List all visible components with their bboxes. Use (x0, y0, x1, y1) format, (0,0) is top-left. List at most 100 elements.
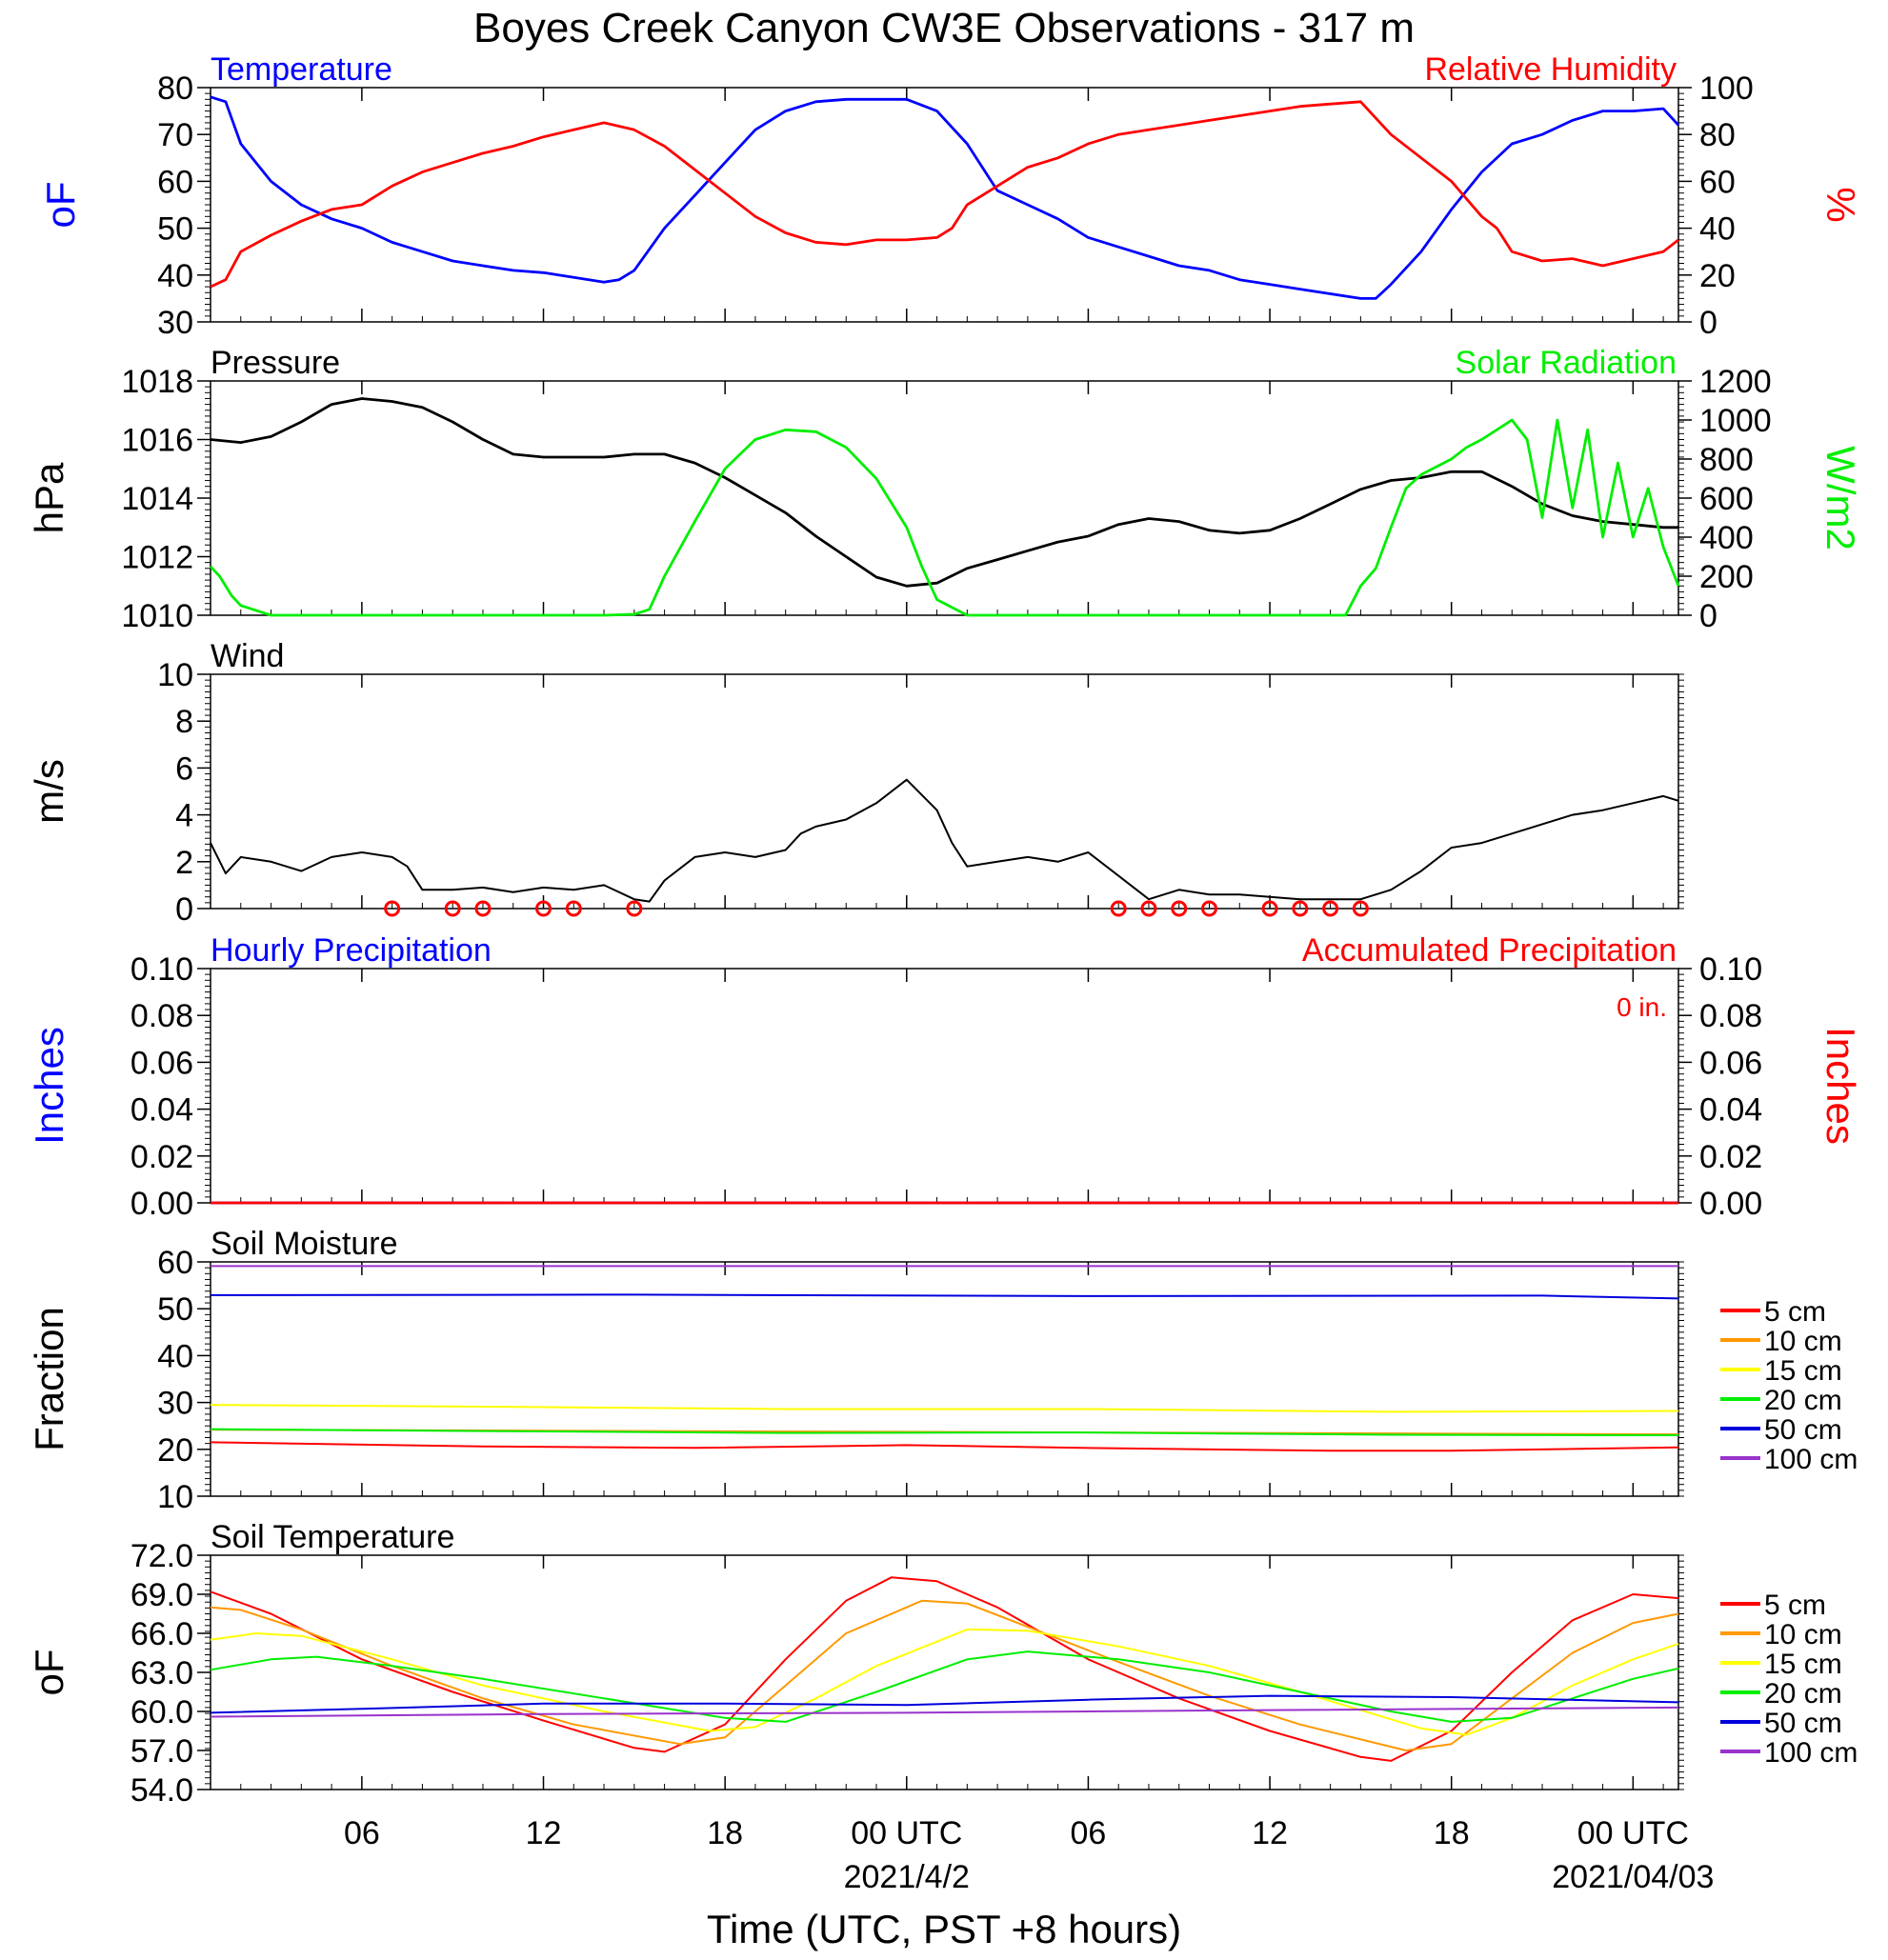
legend-label: 15 cm (1764, 1649, 1842, 1680)
y-tick-label: 1016 (121, 423, 193, 459)
y-tick-label: 66.0 (131, 1616, 193, 1652)
y-tick-label: 54.0 (131, 1772, 193, 1809)
series-line-100-cm (210, 1706, 1679, 1718)
y-tick-label-right: 0 (1699, 305, 1717, 341)
y-unit-left: m/s (27, 759, 71, 824)
y-tick-label-right: 600 (1699, 481, 1754, 517)
plot-frame (210, 1261, 1679, 1497)
y-tick-label-right: 0.10 (1699, 951, 1762, 988)
calm-wind-marker (1352, 900, 1369, 917)
y-tick-label: 20 (157, 1432, 193, 1469)
y-tick-label: 70 (157, 117, 193, 153)
accumulated-total: 0 in. (1617, 992, 1667, 1022)
series-line-15-cm (210, 1404, 1679, 1413)
calm-wind-marker (1110, 900, 1127, 917)
panel-title-left: Wind (211, 638, 284, 674)
y-tick-label: 6 (175, 750, 193, 787)
calm-wind-marker (535, 900, 552, 917)
legend-label: 100 cm (1764, 1737, 1858, 1769)
y-tick-label-right: 80 (1699, 117, 1736, 153)
y-tick-label: 0.10 (131, 951, 193, 988)
y-tick-label-right: 20 (1699, 258, 1736, 294)
y-unit-text: oF (38, 181, 83, 228)
y-unit-text: oF (27, 1649, 71, 1695)
plot-frame (210, 673, 1679, 910)
y-tick-label: 0.04 (131, 1092, 193, 1129)
x-tick-label: 18 (707, 1815, 743, 1851)
y-tick-label-right: 1000 (1699, 403, 1772, 439)
y-tick-label: 0.08 (131, 998, 193, 1034)
legend-label: 10 cm (1764, 1619, 1842, 1650)
panel-title-right: Relative Humidity (1424, 51, 1677, 88)
y-tick-label: 1012 (121, 540, 193, 576)
y-tick-label: 60.0 (131, 1694, 193, 1730)
y-unit-text-right: W/m2 (1818, 446, 1863, 550)
y-tick-label: 2 (175, 845, 193, 881)
series-line-solar-radiation (209, 418, 1680, 617)
series-line-relative-humidity (210, 100, 1679, 289)
panel-temp_rh: 30 40 50 60 70 80 0 20 40 60 80 100 Temperature Relat… (38, 51, 1863, 341)
y-unit-text-right: % (1818, 187, 1863, 222)
series-line-50-cm (210, 1293, 1679, 1300)
panel-title-left: Soil Temperature (211, 1519, 454, 1555)
series-line-5-cm (210, 1576, 1679, 1762)
calm-wind-marker (1261, 900, 1278, 917)
y-tick-label: 1014 (121, 481, 193, 517)
x-axis-label: Time (UTC, PST +8 hours) (707, 1907, 1181, 1951)
y-tick-label-right: 0 (1699, 598, 1717, 634)
calm-wind-marker (1140, 900, 1157, 917)
legend-label: 5 cm (1764, 1590, 1826, 1621)
time-axis: 06 12 18 00 UTC 2021/4/2 06 12 18 00 UTC 2021/04/… (344, 1815, 1714, 1895)
y-unit-text: Fraction (27, 1307, 71, 1451)
legend-label: 20 cm (1764, 1678, 1842, 1710)
series-line-20-cm (210, 1428, 1679, 1436)
series-line-wind (210, 778, 1679, 903)
series-line-15-cm (210, 1628, 1679, 1736)
plot-frame (210, 968, 1679, 1204)
y-tick-label-right: 40 (1699, 211, 1736, 248)
panel-soil_moisture: 10 20 30 40 50 60 Soil Moisture Fraction 5 cm10 … (27, 1226, 1858, 1515)
y-unit-left: oF (38, 181, 83, 228)
panel-soil_temp: 54.057.060.063.066.069.072.0 Soil Tempera… (27, 1519, 1858, 1809)
y-unit-left: Inches (27, 1027, 71, 1145)
y-unit-left: oF (27, 1649, 71, 1695)
y-unit-text-right: Inches (1818, 1027, 1863, 1145)
panel-pressure: 1010 1012 1014 1016 1018 02004006008001000120… (27, 345, 1863, 634)
panel-title-left: Soil Moisture (211, 1226, 398, 1262)
series-line-20-cm (210, 1650, 1679, 1723)
panel-title-right: Solar Radiation (1456, 345, 1677, 381)
x-tick-label: 00 UTC (851, 1815, 962, 1851)
panel-title-left: Pressure (211, 345, 340, 381)
y-tick-label: 40 (157, 258, 193, 294)
y-unit-text: m/s (27, 759, 71, 824)
plot-frame (210, 87, 1679, 323)
y-tick-label-right: 800 (1699, 442, 1754, 478)
y-tick-label: 80 (157, 70, 193, 107)
series-line-10-cm (210, 1599, 1679, 1751)
series-line-temperature (210, 95, 1680, 300)
panel-precip: 0.00 0.02 0.04 0.06 0.08 0.10 0.00 0.02 0.04 0.06… (27, 932, 1863, 1222)
panel-title-right: Accumulated Precipitation (1302, 932, 1677, 969)
legend-label: 5 cm (1764, 1296, 1826, 1328)
y-tick-label: 63.0 (131, 1655, 193, 1691)
y-unit-right: W/m2 (1818, 446, 1863, 550)
y-tick-label: 50 (157, 1291, 193, 1328)
y-tick-label: 10 (157, 657, 193, 693)
y-unit-right: Inches (1818, 1027, 1863, 1145)
x-tick-label: 18 (1434, 1815, 1470, 1851)
calm-wind-marker (1201, 900, 1218, 917)
y-tick-label-right: 400 (1699, 520, 1754, 556)
x-tick-label: 12 (1252, 1815, 1288, 1851)
y-tick-label: 30 (157, 305, 193, 341)
y-tick-label-right: 0.00 (1699, 1186, 1762, 1222)
panel-wind: 0 2 4 6 8 10 Wind m/s (27, 638, 1684, 928)
y-unit-left: hPa (27, 462, 71, 533)
x-tick-label: 06 (344, 1815, 380, 1851)
y-tick-label: 72.0 (131, 1538, 193, 1574)
y-tick-label: 40 (157, 1338, 193, 1374)
calm-wind-marker (565, 900, 582, 917)
y-tick-label: 30 (157, 1386, 193, 1422)
calm-wind-marker (474, 900, 492, 917)
calm-wind-marker (1322, 900, 1339, 917)
